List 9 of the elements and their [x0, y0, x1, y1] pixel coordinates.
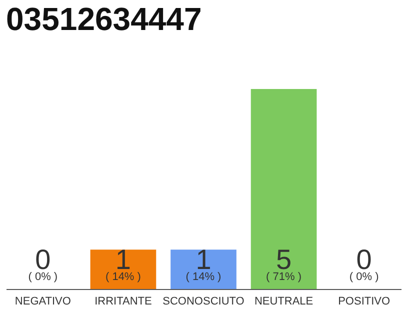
- x-tick-label: IRRITANTE: [94, 296, 152, 308]
- x-tick-label: POSITIVO: [338, 296, 390, 308]
- data-label: ( 71% ): [266, 271, 302, 283]
- x-tick-label: NEGATIVO: [14, 296, 72, 308]
- data-label: ( 14% ): [105, 271, 141, 283]
- x-tick-label: SCONOSCIUTO: [162, 296, 245, 308]
- x-tick-label: NEUTRALE: [254, 296, 314, 308]
- chart-title: 03512634447: [6, 1, 202, 37]
- data-label: ( 14% ): [186, 271, 222, 283]
